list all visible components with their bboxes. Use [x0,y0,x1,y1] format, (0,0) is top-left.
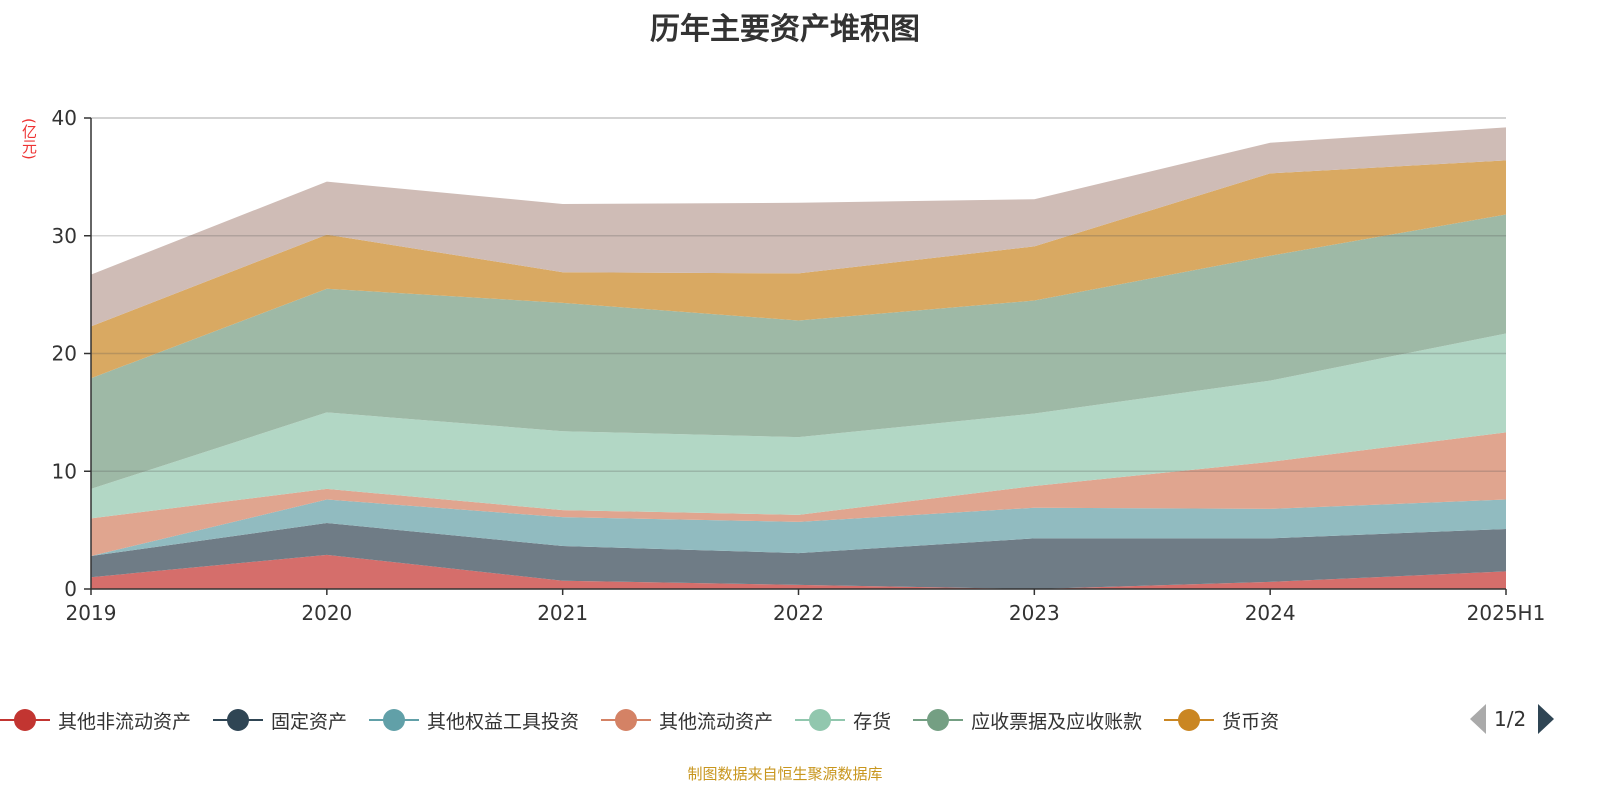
chart-title: 历年主要资产堆积图 [650,12,920,47]
y-tick-label: 0 [64,577,77,601]
y-tick-label: 20 [52,342,77,366]
area-series-5 [91,333,1506,519]
legend-item[interactable]: 其他流动资产 [601,707,773,734]
legend-marker-icon [369,708,420,732]
legend-marker-icon [913,708,964,732]
legend-marker-icon [1164,708,1215,732]
x-tick-label: 2020 [301,601,352,625]
legend-item[interactable]: 应收票据及应收账款 [913,707,1142,734]
area-series-8 [91,127,1506,327]
legend-marker-icon [0,708,50,732]
legend-page-indicator: 1/2 [1494,707,1527,731]
x-tick-label: 2025H1 [1467,601,1546,625]
legend-label: 固定资产 [271,710,348,733]
legend-item[interactable]: 其他非流动资产 [0,707,191,734]
legend-item[interactable]: 存货 [795,707,891,734]
legend-label: 应收票据及应收账款 [971,710,1143,733]
data-source-note: 制图数据来自恒生聚源数据库 [687,765,883,783]
area-series-3 [91,499,1506,557]
x-tick-label: 2024 [1245,601,1296,625]
y-tick-label: 30 [52,224,77,248]
legend-marker-icon [795,708,846,732]
x-tick-label: 2021 [537,601,588,625]
y-tick-label: 40 [52,106,77,130]
legend-label: 货币资 [1222,710,1280,733]
y-tick-label: 10 [52,459,77,483]
legend-label: 其他非流动资产 [58,710,192,733]
legend-label: 存货 [853,710,892,733]
area-series-4 [91,432,1506,557]
legend-pager: 1/2 [1470,704,1555,734]
legend-next-arrow-icon[interactable] [1538,704,1555,734]
legend-marker-icon [213,708,264,732]
legend-label: 其他流动资产 [659,710,774,733]
area-series-6 [91,214,1506,489]
stacked-area-chart: 0 10 20 30 40 2019 2020 2021 2022 2023 2024 2025H1 [52,106,1546,625]
y-axis-unit-label: (亿元) [20,118,38,160]
legend-label: 其他权益工具投资 [427,710,580,733]
legend-item[interactable]: 其他权益工具投资 [369,707,579,734]
x-tick-label: 2023 [1009,601,1060,625]
x-tick-label: 2019 [66,601,117,625]
area-series-1 [91,554,1506,589]
legend-prev-arrow-icon[interactable] [1470,704,1486,734]
legend: 其他非流动资产 固定资产 其他权益工具投资 其他流动资产 存货 应收票据及应收账款 货币资 [0,704,1301,736]
area-series-7 [91,160,1506,379]
area-series-2 [91,523,1506,589]
legend-item[interactable]: 货币资 [1164,707,1279,734]
legend-item[interactable]: 固定资产 [213,707,347,734]
legend-marker-icon [601,708,652,732]
x-tick-label: 2022 [773,601,824,625]
